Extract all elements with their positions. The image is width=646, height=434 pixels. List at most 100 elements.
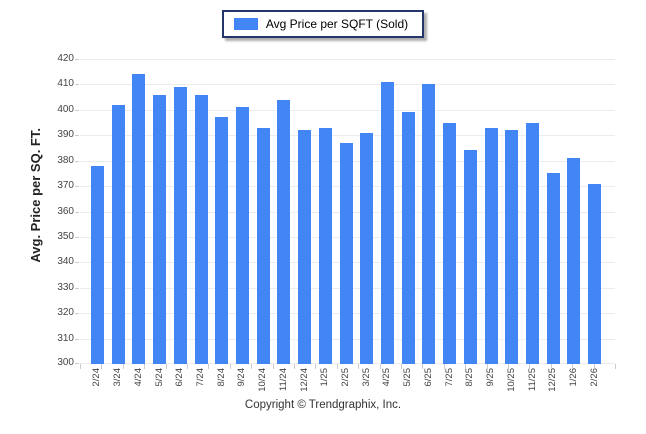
x-tick	[144, 364, 145, 369]
gridline	[80, 84, 615, 85]
x-tick-label: 2/25	[340, 368, 351, 387]
bar-4-25[interactable]	[380, 82, 394, 364]
bar-2-26[interactable]	[588, 184, 602, 364]
x-tick-label: 7/25	[443, 368, 455, 387]
y-tick	[75, 84, 79, 85]
bar-12-24[interactable]	[298, 130, 312, 364]
y-tick	[75, 212, 79, 213]
y-tick	[75, 135, 79, 136]
gridline	[80, 59, 615, 60]
y-tick	[75, 339, 79, 340]
legend: Avg Price per SQFT (Sold)	[0, 10, 646, 38]
x-tick-label: 4/25	[381, 368, 393, 387]
x-tick-label: 3/24	[112, 368, 124, 387]
x-tick-label: 11/25	[526, 368, 538, 392]
bar-7-24[interactable]	[194, 95, 208, 364]
x-tick	[508, 364, 509, 369]
x-tick-label: 4/24	[132, 368, 144, 387]
legend-label: Avg Price per SQFT (Sold)	[265, 17, 409, 31]
y-tick-label: 390	[57, 129, 74, 140]
x-tick	[487, 364, 488, 369]
x-tick	[572, 364, 573, 369]
bar-10-25[interactable]	[505, 130, 519, 364]
x-tick	[80, 364, 81, 369]
x-tick-label: 10/25	[505, 368, 517, 392]
x-tick-label: 6/24	[174, 368, 186, 387]
y-tick	[75, 237, 79, 238]
bar-2-24[interactable]	[90, 166, 104, 364]
bar-12-25[interactable]	[546, 173, 560, 364]
x-tick-label: 3/25	[360, 368, 372, 387]
y-tick-label: 320	[57, 307, 74, 318]
x-tick	[444, 364, 445, 369]
bar-6-24[interactable]	[173, 87, 187, 364]
y-tick-label: 360	[57, 206, 74, 217]
x-tick	[529, 364, 530, 369]
x-tick	[166, 364, 167, 369]
plot-area	[80, 59, 615, 364]
x-tick	[615, 364, 616, 369]
x-tick-label: 5/25	[402, 368, 414, 387]
bar-10-24[interactable]	[256, 128, 270, 364]
copyright-text: Copyright © Trendgraphix, Inc.	[244, 399, 402, 411]
bar-11-25[interactable]	[526, 123, 539, 364]
bar-11-24[interactable]	[277, 100, 291, 364]
y-tick-label: 350	[57, 231, 74, 242]
x-tick	[337, 364, 338, 369]
bar-5-25[interactable]	[401, 112, 415, 364]
x-tick	[230, 364, 231, 369]
x-tick-label: 9/25	[485, 368, 496, 387]
bar-3-25[interactable]	[360, 133, 374, 364]
y-tick	[75, 186, 79, 187]
bar-1-25[interactable]	[318, 128, 332, 364]
x-tick	[294, 364, 295, 369]
x-tick	[465, 364, 466, 369]
x-tick	[358, 364, 359, 369]
y-tick	[75, 313, 79, 314]
x-tick	[401, 364, 402, 369]
bar-5-24[interactable]	[153, 95, 166, 364]
y-tick	[75, 161, 79, 162]
x-tick	[273, 364, 274, 369]
x-tick-label: 1/26	[567, 368, 579, 387]
y-tick-label: 380	[57, 155, 74, 166]
bar-6-25[interactable]	[422, 84, 436, 364]
bar-3-24[interactable]	[111, 105, 125, 364]
bar-9-24[interactable]	[235, 107, 249, 364]
y-tick-label: 310	[57, 333, 74, 344]
y-tick	[75, 59, 79, 60]
y-tick-label: 340	[57, 256, 74, 267]
y-tick-label: 330	[57, 282, 74, 293]
x-tick	[594, 364, 595, 369]
legend-swatch	[233, 18, 258, 30]
gridline	[80, 135, 615, 136]
bar-4-24[interactable]	[132, 74, 146, 364]
bar-9-25[interactable]	[484, 128, 498, 364]
x-tick	[208, 364, 209, 369]
bar-8-24[interactable]	[215, 117, 229, 364]
x-tick	[187, 364, 188, 369]
x-tick	[422, 364, 423, 369]
y-tick-label: 410	[57, 78, 74, 89]
x-tick-label: 12/25	[547, 368, 559, 392]
x-tick	[380, 364, 381, 369]
x-tick-label: 7/24	[195, 368, 206, 387]
bar-8-25[interactable]	[463, 150, 477, 364]
y-tick	[75, 110, 79, 111]
bar-1-26[interactable]	[567, 158, 581, 364]
bar-7-25[interactable]	[443, 123, 457, 364]
x-tick-label: 10/24	[257, 368, 269, 392]
x-tick	[315, 364, 316, 369]
x-tick	[251, 364, 252, 369]
x-tick-label: 12/24	[298, 368, 310, 392]
x-tick-label: 2/26	[588, 368, 600, 387]
x-tick-label: 5/24	[153, 368, 165, 387]
y-tick-label: 300	[57, 357, 74, 368]
x-tick	[101, 364, 102, 369]
y-tick	[75, 363, 79, 364]
legend-box: Avg Price per SQFT (Sold)	[221, 10, 425, 38]
y-tick	[75, 288, 79, 289]
bar-2-25[interactable]	[339, 143, 353, 364]
x-tick-label: 2/24	[91, 368, 103, 387]
